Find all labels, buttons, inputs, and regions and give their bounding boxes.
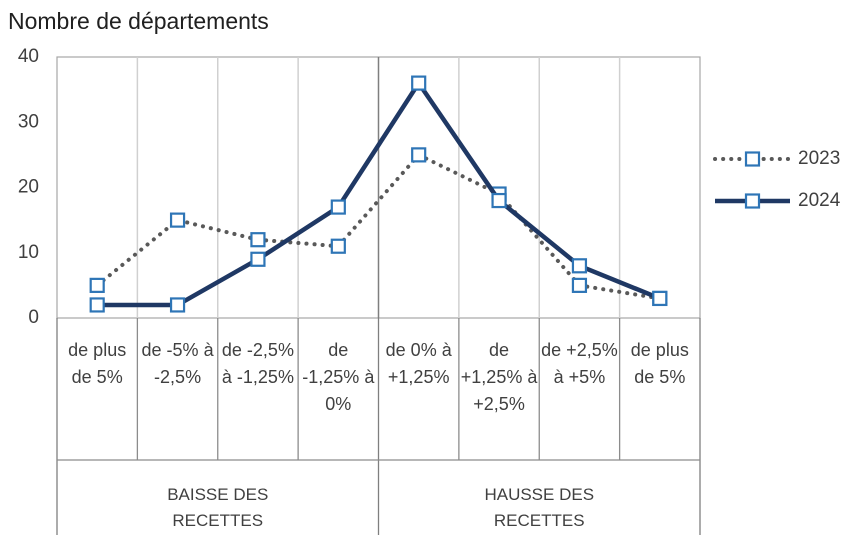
data-marker xyxy=(411,147,427,163)
data-marker xyxy=(571,258,588,274)
data-marker xyxy=(491,192,507,209)
data-marker xyxy=(330,238,346,254)
data-marker xyxy=(169,212,186,228)
legend-marker xyxy=(744,193,761,209)
x-tick-label: de plus de 5% xyxy=(630,340,689,387)
series-line xyxy=(97,80,661,308)
y-tick-label: 30 xyxy=(18,111,39,132)
data-marker xyxy=(571,277,588,293)
data-marker xyxy=(89,297,105,313)
legend-label: 2024 xyxy=(798,190,841,211)
legend-marker xyxy=(744,151,761,167)
y-axis-title: Nombre de départements xyxy=(8,8,269,34)
x-tick-label: de -5% à -2,5% xyxy=(141,340,214,387)
data-marker xyxy=(250,251,266,267)
y-tick-label: 40 xyxy=(18,46,39,67)
x-tick-label: de +2,5% à +5% xyxy=(541,340,618,387)
y-tick-label: 0 xyxy=(28,307,39,328)
legend-label: 2023 xyxy=(798,148,840,169)
data-marker xyxy=(411,75,427,91)
y-tick-label: 10 xyxy=(18,242,39,263)
data-marker xyxy=(250,232,266,248)
data-marker xyxy=(89,277,105,293)
group-label: HAUSSE DES RECETTES xyxy=(484,485,595,530)
data-marker xyxy=(330,199,346,215)
x-tick-label: de +1,25% à +2,5% xyxy=(460,340,538,414)
x-tick-label: de -1,25% à 0% xyxy=(302,340,375,414)
group-label: BAISSE DES RECETTES xyxy=(167,485,269,530)
data-marker xyxy=(169,297,186,313)
y-tick-label: 20 xyxy=(18,177,39,198)
data-marker xyxy=(652,290,668,307)
x-tick-label: de plus de 5% xyxy=(68,340,127,387)
x-tick-label: de -2,5% à -1,25% xyxy=(221,340,294,387)
x-tick-label: de 0% à +1,25% xyxy=(385,340,452,387)
